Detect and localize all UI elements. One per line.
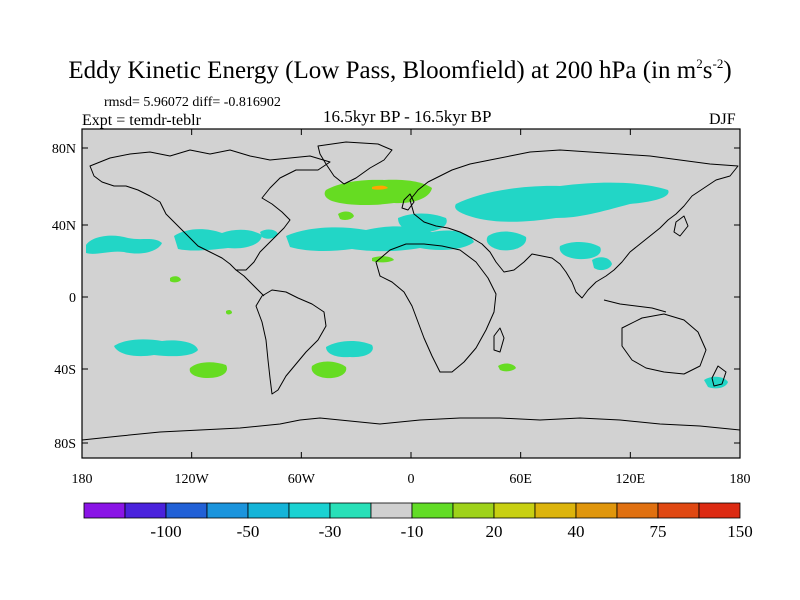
lat-label: 80S xyxy=(54,437,76,452)
colorbar-label: 20 xyxy=(486,522,503,541)
green-patch-labrador xyxy=(338,211,354,220)
lat-label: 40N xyxy=(52,219,76,234)
lat-label: 40S xyxy=(54,363,76,378)
axis-ticks xyxy=(81,129,741,458)
colorbar-swatch xyxy=(124,502,167,519)
green-patch-south-atlantic xyxy=(311,361,347,379)
japan-outline xyxy=(673,215,689,237)
center-label: 16.5kyr BP - 16.5kyr BP xyxy=(323,107,492,126)
title-end: ) xyxy=(723,57,732,84)
colorbar-label: -50 xyxy=(237,522,260,541)
colorbar-swatch xyxy=(411,502,454,519)
cyan-patch-north-atlantic-small xyxy=(260,229,278,239)
cyan-patch-south-pacific xyxy=(114,339,198,357)
colorbar-swatch xyxy=(657,502,700,519)
lon-label: 120E xyxy=(616,472,646,487)
colorbar xyxy=(83,502,741,519)
lat-label: 0 xyxy=(69,291,76,306)
latitude-labels: 80N 40N 0 40S 80S xyxy=(52,142,76,452)
lon-label: 120W xyxy=(175,472,210,487)
green-patch-east-pacific xyxy=(226,309,232,315)
colorbar-labels: -100 -50 -30 -10 20 40 75 150 xyxy=(150,522,752,541)
colorbar-label: -100 xyxy=(150,522,181,541)
colorbar-label: 150 xyxy=(727,522,753,541)
title-sup-1: 2 xyxy=(696,56,703,71)
season-label: DJF xyxy=(709,111,736,128)
cyan-patch-europe xyxy=(398,213,447,232)
lon-label: 60W xyxy=(288,472,316,487)
cyan-patch-india xyxy=(559,241,601,260)
greenland-outline xyxy=(317,141,393,185)
africa-outline xyxy=(375,243,497,373)
title-mid: s xyxy=(702,57,713,84)
indonesia-outline xyxy=(603,299,667,313)
south-america-outline xyxy=(255,289,327,395)
uk-outline xyxy=(401,193,415,211)
green-patch-pacific-small xyxy=(170,276,181,283)
cyan-patch-east-asia xyxy=(592,257,612,271)
green-patch-south-pacific-b xyxy=(189,362,228,378)
orange-patch-north-atlantic xyxy=(372,185,388,190)
lon-label: 180 xyxy=(72,472,93,487)
plot-title: Eddy Kinetic Energy (Low Pass, Bloomfiel… xyxy=(0,56,800,85)
experiment-label: Expt = temdr-teblr xyxy=(82,112,201,129)
colorbar-label: 40 xyxy=(568,522,585,541)
lon-label: 60E xyxy=(509,472,532,487)
longitude-labels: 180 120W 60W 0 60E 120E 180 xyxy=(72,472,751,487)
eurasia-outline xyxy=(409,149,739,299)
colorbar-swatch xyxy=(575,502,618,519)
central-america-outline xyxy=(235,269,265,297)
cyan-band-north-pacific xyxy=(86,235,162,254)
north-america-outline xyxy=(89,149,331,271)
colorbar-label: -30 xyxy=(319,522,342,541)
colorbar-swatch xyxy=(452,502,495,519)
colorbar-swatch xyxy=(329,502,372,519)
madagascar-outline xyxy=(493,327,505,353)
colorbar-label: 75 xyxy=(650,522,667,541)
colorbar-label: -10 xyxy=(401,522,424,541)
lon-label: 0 xyxy=(408,472,415,487)
stats-label: rmsd= 5.96072 diff= -0.816902 xyxy=(104,95,281,110)
new-zealand-outline xyxy=(711,365,727,387)
eke-difference-field xyxy=(86,179,728,389)
colorbar-swatch xyxy=(616,502,659,519)
colorbar-swatch xyxy=(698,502,741,519)
australia-outline xyxy=(621,313,707,375)
colorbar-swatch xyxy=(165,502,208,519)
cyan-patch-tasman xyxy=(704,376,728,389)
lon-label: 180 xyxy=(730,472,751,487)
cyan-band-asia xyxy=(455,182,669,222)
colorbar-swatch xyxy=(206,502,249,519)
colorbar-swatch xyxy=(493,502,536,519)
title-main: Eddy Kinetic Energy (Low Pass, Bloomfiel… xyxy=(68,57,697,84)
cyan-patch-south-atlantic xyxy=(326,341,373,358)
lat-label: 80N xyxy=(52,142,76,157)
colorbar-swatch xyxy=(534,502,577,519)
map-background xyxy=(82,129,740,458)
title-sup-2: -2 xyxy=(712,56,724,71)
colorbar-swatch xyxy=(370,502,413,519)
antarctica-outline xyxy=(82,417,740,441)
cyan-patch-middle-east xyxy=(486,231,527,251)
green-patch-indian-ocean xyxy=(498,363,516,372)
colorbar-swatch xyxy=(83,502,126,519)
continent-outlines xyxy=(82,141,740,441)
colorbar-swatch xyxy=(288,502,331,519)
cyan-band-north-atlantic xyxy=(174,229,262,251)
cyan-band-atlantic-africa xyxy=(286,226,474,252)
colorbar-swatch xyxy=(247,502,290,519)
